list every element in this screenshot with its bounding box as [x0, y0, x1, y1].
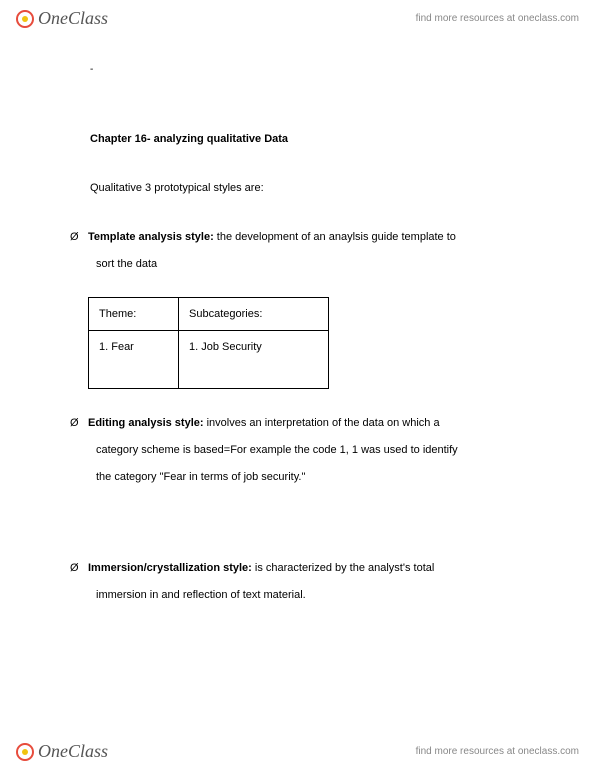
bullet-continuation: category scheme is based=For example the… [96, 440, 535, 461]
brand-name: OneClass [38, 8, 108, 29]
table-header-cell: Subcategories: [179, 297, 329, 331]
brand-logo: OneClass [16, 741, 108, 762]
table-header-cell: Theme: [89, 297, 179, 331]
logo-icon [16, 10, 34, 28]
bullet-rest: the development of an anaylsis guide tem… [214, 231, 456, 243]
bullet-text: Immersion/crystallization style: is char… [88, 558, 535, 579]
tiny-dash: - [90, 60, 535, 79]
bullet-lead: Editing analysis style: [88, 417, 204, 429]
table-cell: 1. Fear [89, 331, 179, 389]
bullet-symbol: Ø [70, 227, 88, 248]
document-body: - Chapter 16- analyzing qualitative Data… [70, 60, 535, 606]
brand-name: OneClass [38, 741, 108, 762]
brand-logo: OneClass [16, 8, 108, 29]
table-row: Theme: Subcategories: [89, 297, 329, 331]
bullet-item: Ø Editing analysis style: involves an in… [70, 413, 535, 434]
bullet-lead: Template analysis style: [88, 231, 214, 243]
header-tagline: find more resources at oneclass.com [416, 13, 579, 24]
bullet-symbol: Ø [70, 558, 88, 579]
bullet-rest: is characterized by the analyst's total [252, 562, 434, 574]
theme-table: Theme: Subcategories: 1. Fear 1. Job Sec… [88, 297, 329, 390]
bullet-continuation: immersion in and reflection of text mate… [96, 585, 535, 606]
bullet-continuation: sort the data [96, 254, 535, 275]
bullet-item: Ø Template analysis style: the developme… [70, 227, 535, 248]
footer-tagline: find more resources at oneclass.com [416, 746, 579, 757]
page-footer: OneClass find more resources at oneclass… [0, 733, 595, 770]
page-header: OneClass find more resources at oneclass… [0, 0, 595, 37]
bullet-lead: Immersion/crystallization style: [88, 562, 252, 574]
bullet-text: Editing analysis style: involves an inte… [88, 413, 535, 434]
subtitle: Qualitative 3 prototypical styles are: [90, 178, 535, 199]
bullet-symbol: Ø [70, 413, 88, 434]
bullet-continuation: the category "Fear in terms of job secur… [96, 467, 535, 488]
table-cell: 1. Job Security [179, 331, 329, 389]
bullet-text: Template analysis style: the development… [88, 227, 535, 248]
table-row: 1. Fear 1. Job Security [89, 331, 329, 389]
logo-icon [16, 743, 34, 761]
chapter-title: Chapter 16- analyzing qualitative Data [90, 129, 535, 150]
bullet-rest: involves an interpretation of the data o… [204, 417, 440, 429]
bullet-item: Ø Immersion/crystallization style: is ch… [70, 558, 535, 579]
